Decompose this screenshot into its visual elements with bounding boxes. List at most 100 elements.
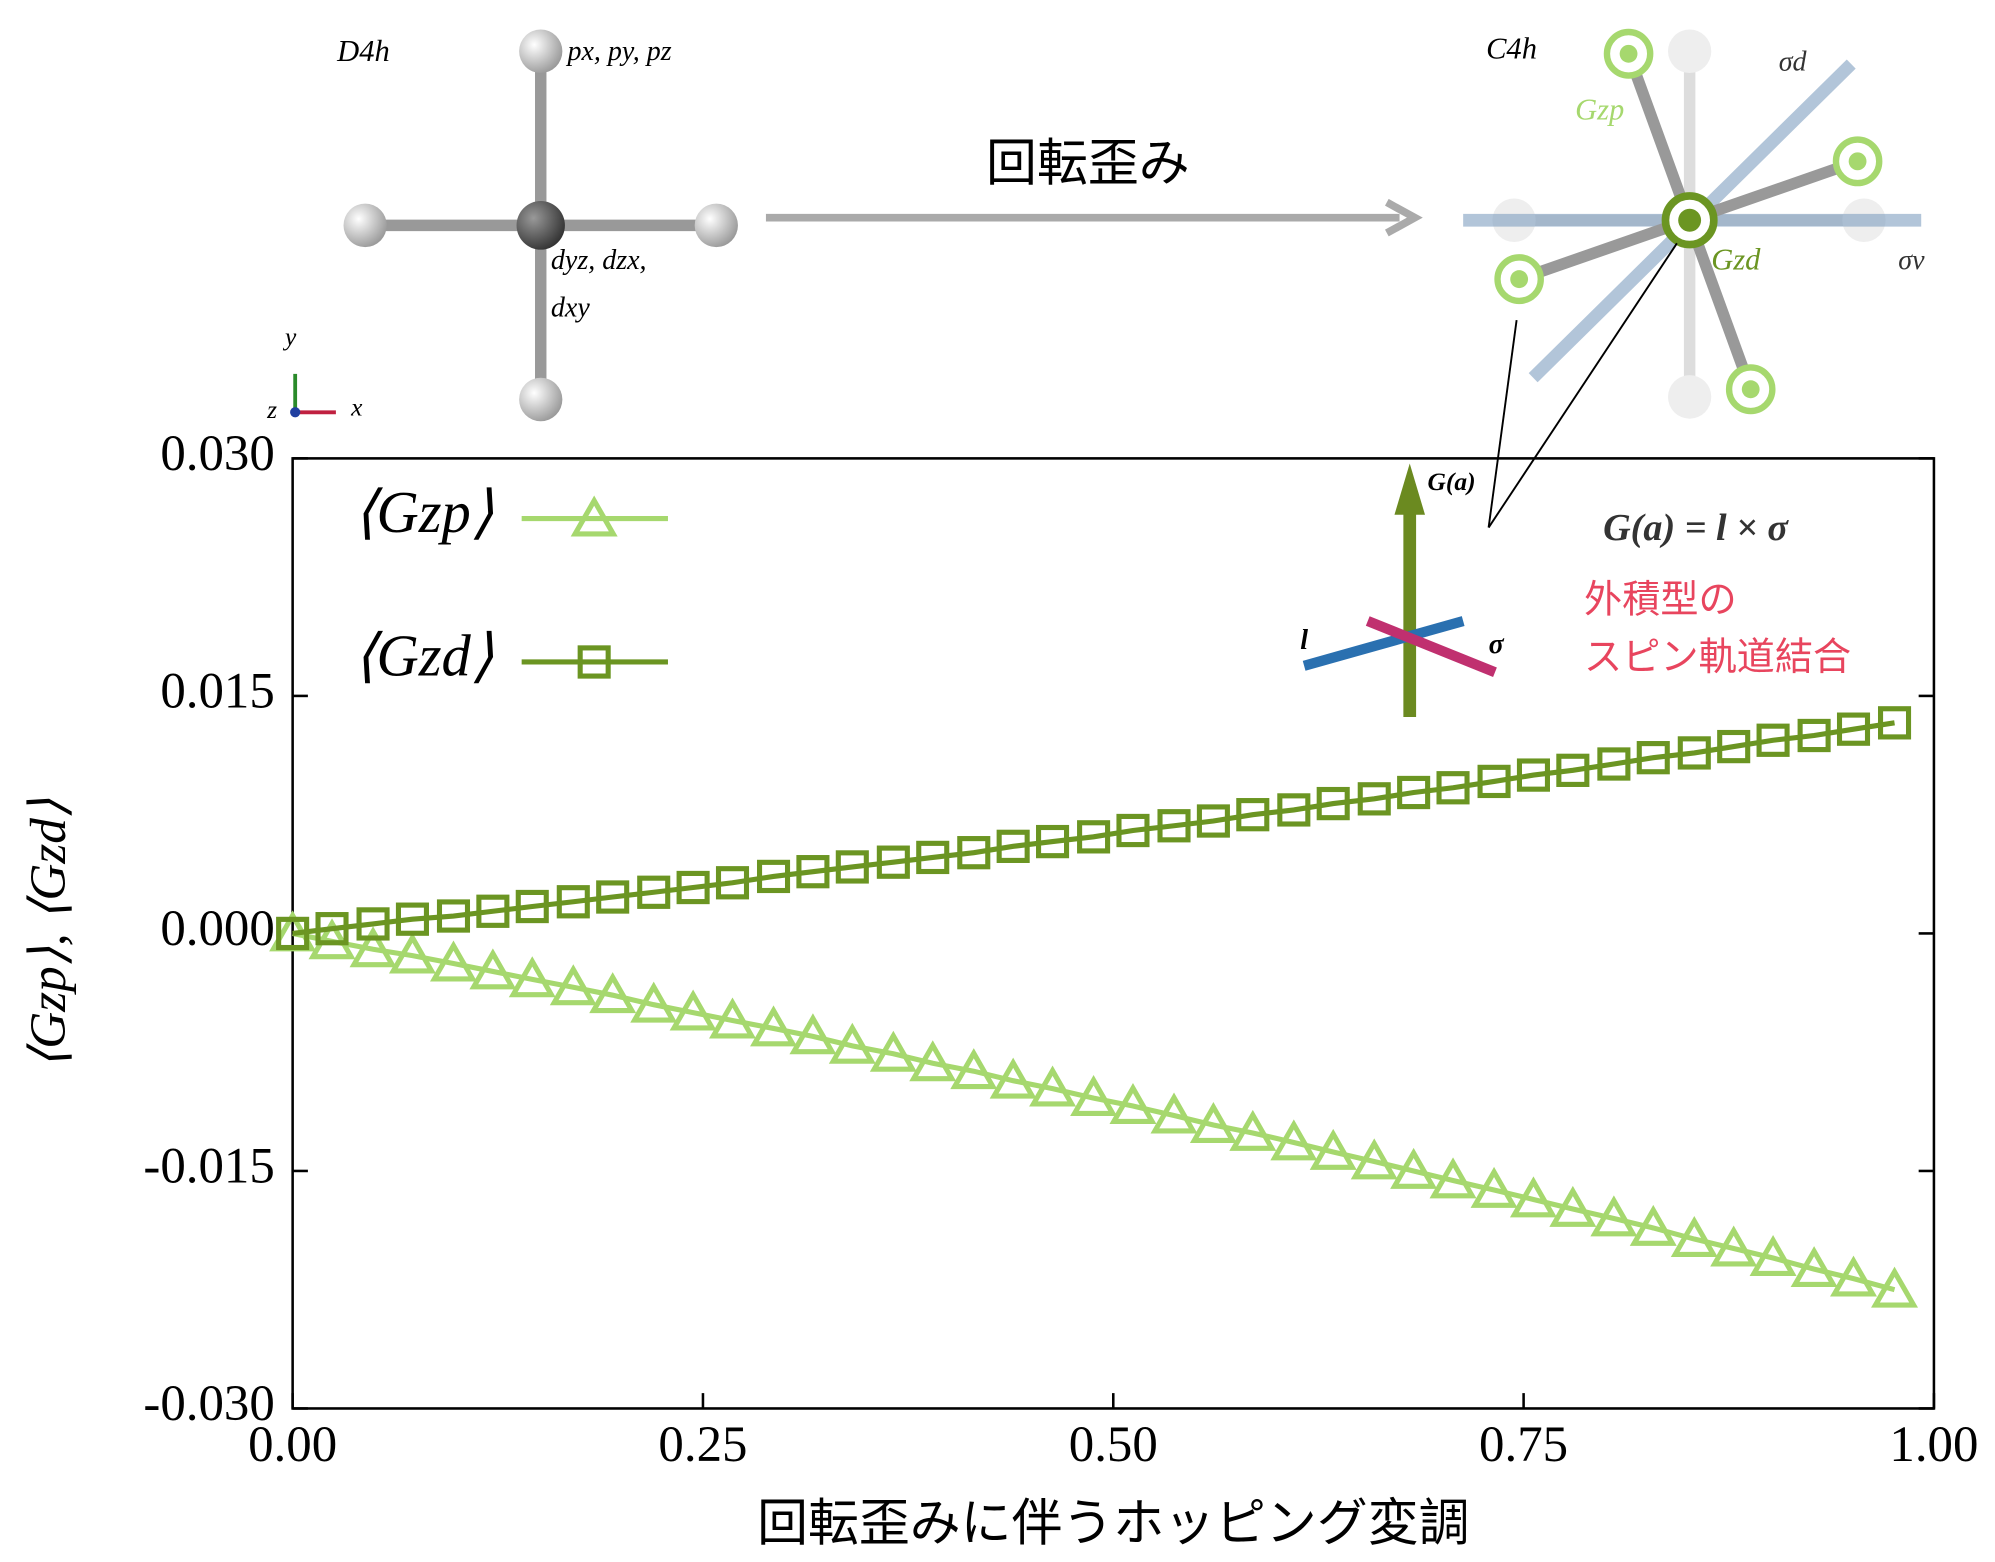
legend-label: ⟨Gzp⟩ [354,480,494,545]
y-tick-label: 0.015 [160,664,274,720]
orbital-label: dxy [551,292,590,323]
marker [1597,747,1631,781]
marker [1229,1109,1277,1151]
marker [1636,741,1670,775]
x-tick-label: 1.00 [1889,1417,1978,1473]
marker [549,964,597,1006]
marker [1717,729,1751,764]
marker [515,889,549,924]
vector-label: l [1300,625,1308,656]
marker [556,885,590,919]
marker [957,836,991,870]
y-tick-label: 0.030 [160,426,274,482]
marker [1436,771,1470,805]
note: スピン軌道結合 [1584,635,1851,680]
marker [1270,1119,1318,1161]
marker [869,1030,917,1072]
axis-letter: x [350,393,363,422]
marker [709,997,756,1039]
group-label: D4h [336,34,390,68]
marker [789,1013,837,1055]
marker [395,902,429,936]
marker [596,880,630,914]
mirror-label: σv [1898,245,1925,276]
marker [1877,706,1912,740]
marker [1749,1234,1797,1276]
x-tick-label: 0.00 [248,1417,337,1473]
marker [349,926,397,968]
marker [1509,1176,1557,1218]
marker [1670,1215,1718,1257]
marker [436,899,471,933]
x-tick-label: 0.25 [658,1417,747,1473]
marker [1196,804,1230,838]
marker [1429,1157,1477,1199]
marker [1516,758,1550,792]
marker [1710,1225,1758,1267]
left-molecule [343,29,738,422]
marker [996,829,1030,863]
marker [1070,1075,1118,1117]
marker [388,932,436,974]
marker [1189,1101,1237,1143]
marker [1236,798,1270,832]
gzd-label: Gzd [1711,242,1761,276]
marker [1277,793,1311,827]
axes-icon [290,373,336,418]
marker [1029,1065,1077,1107]
legend-marker [577,645,611,679]
vector-label: G(a) [1428,467,1476,496]
marker [1157,809,1191,843]
y-axis-label: ⟨Gzp⟩, ⟨Gzd⟩ [21,798,77,1069]
y-tick-label: 0.000 [160,901,274,957]
right-molecule [1302,28,1922,718]
arrow-head [1385,198,1423,237]
group-label: C4h [1486,31,1537,65]
marker [356,907,390,941]
marker [876,845,910,879]
marker [508,956,556,998]
gzp-label: Gzp [1575,93,1624,127]
vector-label: σ [1489,629,1505,660]
marker [1790,1246,1838,1288]
marker [676,870,710,905]
marker [715,866,750,900]
marker [476,894,510,928]
legend-label: ⟨Gzd⟩ [354,623,494,688]
marker [637,875,671,909]
marker [1116,813,1150,848]
marker [1077,820,1111,854]
marker [828,1022,876,1064]
marker [1350,1138,1398,1180]
marker [1629,1204,1677,1246]
axis-letter: y [282,322,297,351]
series-line [292,720,1895,936]
marker [1836,712,1871,746]
x-axis-label: 回転歪みに伴うホッピング変調 [757,1494,1469,1553]
marker [1109,1082,1157,1124]
marker [1756,723,1790,757]
marker [469,948,517,990]
orbital-label: px, py, pz [565,36,671,67]
marker [1477,764,1511,799]
x-tick-label: 0.50 [1069,1417,1158,1473]
marker [308,918,356,960]
marker [916,840,950,875]
x-tick-label: 0.75 [1479,1417,1568,1473]
marker [756,859,791,894]
formula: G(a) = l × σ [1603,507,1789,549]
orbital-label: dyz, dzx, [551,245,647,276]
marker [1830,1255,1877,1297]
marker [1797,718,1831,753]
axis-letter: z [266,395,277,424]
note: 外積型の [1584,577,1737,622]
marker [835,850,869,884]
marker [315,912,349,946]
marker [429,940,477,982]
y-tick-label: -0.030 [143,1376,274,1432]
marker [630,981,678,1023]
legend-marker [570,495,618,537]
marker [1150,1092,1198,1134]
marker [1470,1166,1518,1208]
